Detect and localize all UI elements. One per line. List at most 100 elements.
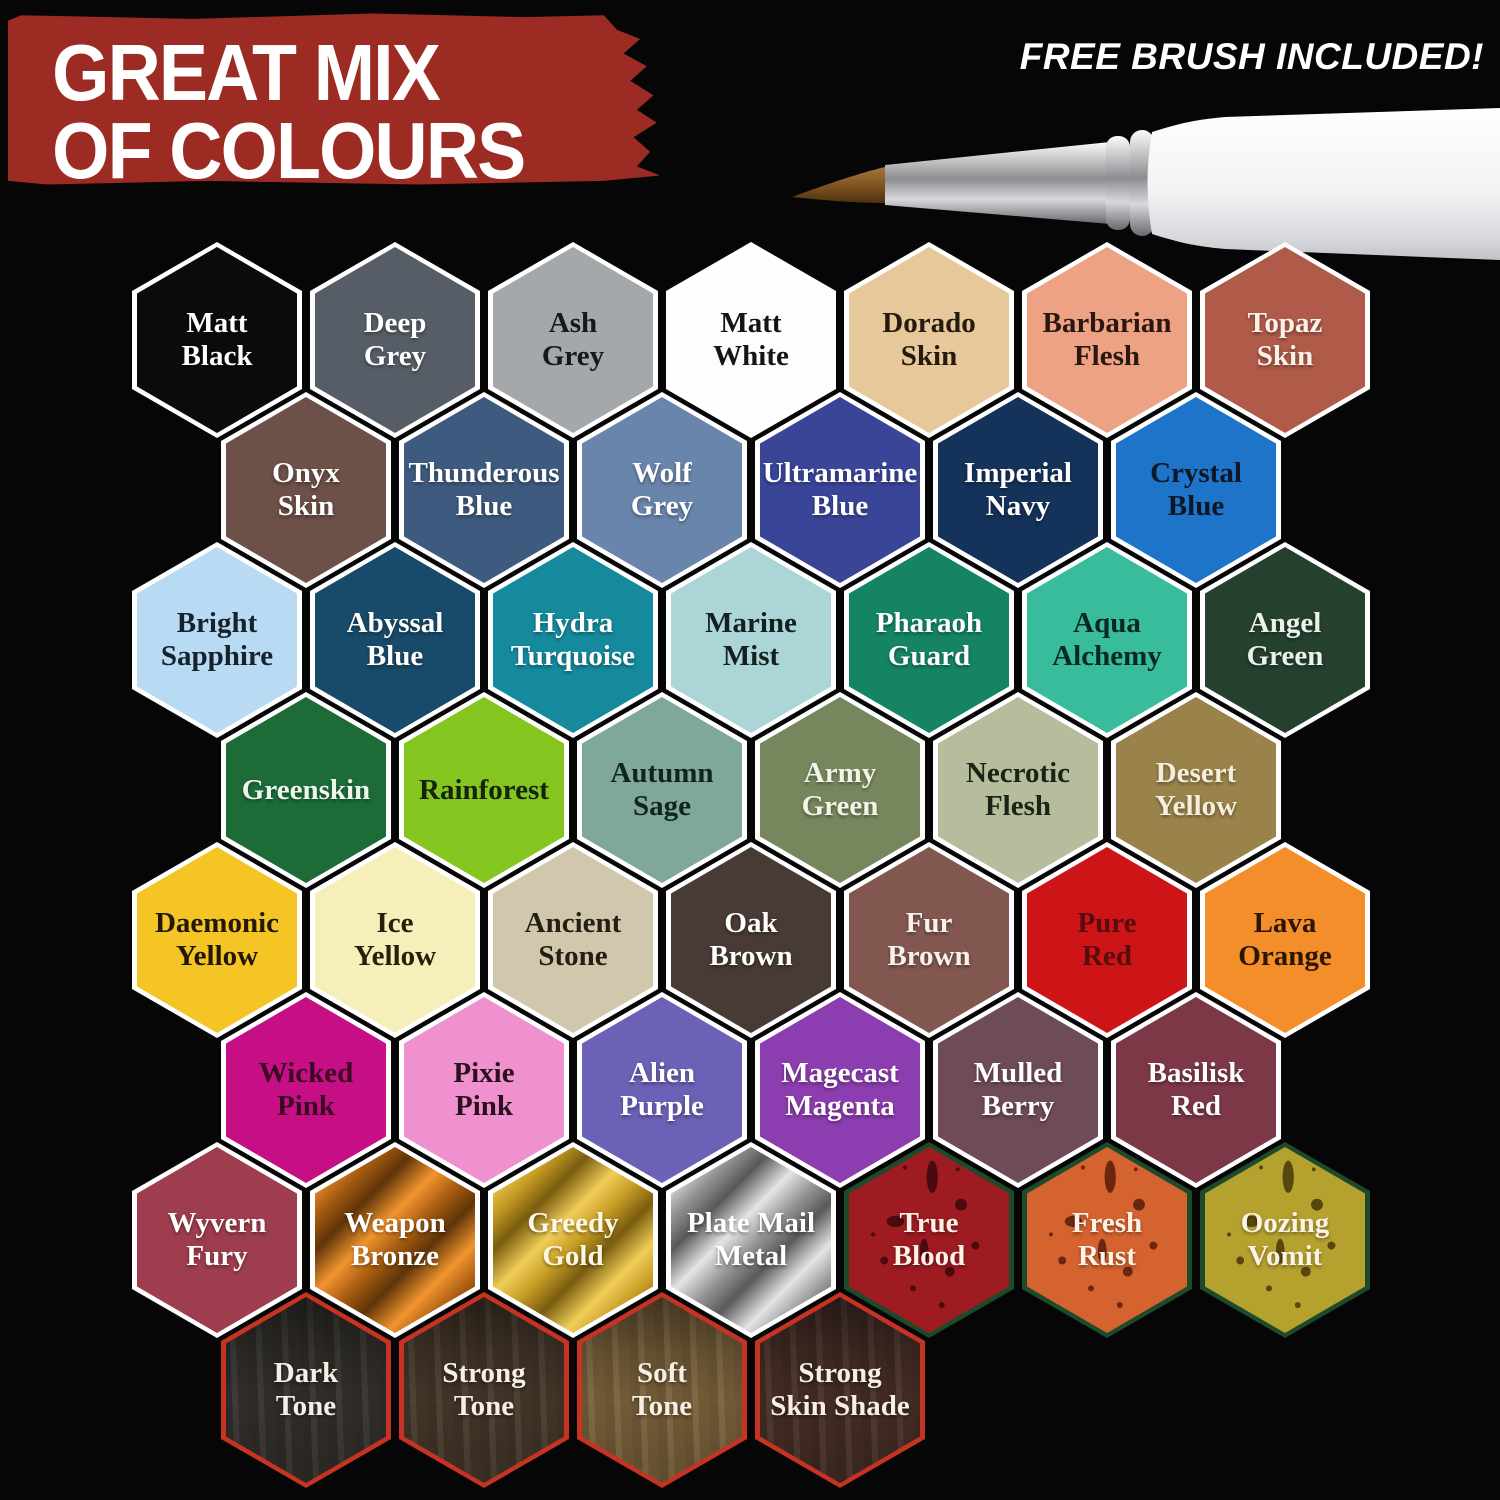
- swatch-deep-grey: Deep Grey: [310, 242, 480, 438]
- brush-ferrule: [885, 142, 1110, 224]
- swatch-ancient-stone: Ancient Stone: [488, 842, 658, 1038]
- page-title: GREAT MIX OF COLOURS: [8, 13, 617, 196]
- swatch-wolf-grey: Wolf Grey: [577, 392, 747, 588]
- swatch-greenskin: Greenskin: [221, 692, 391, 888]
- swatch-label: Basilisk Red: [1147, 1057, 1245, 1122]
- swatch-pure-red: Pure Red: [1022, 842, 1192, 1038]
- swatch-true-blood: True Blood: [844, 1142, 1014, 1338]
- swatch-label: Wolf Grey: [630, 457, 694, 522]
- brush-handle: [1147, 108, 1500, 260]
- swatch-daemonic-yellow: Daemonic Yellow: [132, 842, 302, 1038]
- swatch-matt-white: Matt White: [666, 242, 836, 438]
- swatch-label: Weapon Bronze: [344, 1207, 446, 1272]
- swatch-wicked-pink: Wicked Pink: [221, 992, 391, 1188]
- swatch-autumn-sage: Autumn Sage: [577, 692, 747, 888]
- page-title-line2: OF COLOURS: [52, 106, 526, 196]
- swatch-label: Abyssal Blue: [346, 607, 444, 672]
- swatch-label: Oozing Vomit: [1240, 1207, 1330, 1272]
- swatch-weapon-bronze: Weapon Bronze: [310, 1142, 480, 1338]
- swatch-label: Ice Yellow: [353, 907, 437, 972]
- swatch-label: Onyx Skin: [272, 457, 340, 522]
- swatch-marine-mist: Marine Mist: [666, 542, 836, 738]
- swatch-label: Fresh Rust: [1071, 1207, 1143, 1272]
- swatch-rainforest: Rainforest: [399, 692, 569, 888]
- swatch-plate-mail-metal: Plate Mail Metal: [666, 1142, 836, 1338]
- swatch-basilisk-red: Basilisk Red: [1111, 992, 1281, 1188]
- swatch-label: Wicked Pink: [258, 1057, 354, 1122]
- swatch-bright-sapphire: Bright Sapphire: [132, 542, 302, 738]
- brush-bristles: [792, 167, 885, 203]
- swatch-label: Oak Brown: [709, 907, 793, 972]
- swatch-strong-tone: Strong Tone: [399, 1292, 569, 1488]
- swatch-mulled-berry: Mulled Berry: [933, 992, 1103, 1188]
- swatch-label: Rainforest: [419, 773, 549, 806]
- page-title-line1: GREAT MIX: [52, 28, 441, 117]
- brush-ferrule-ring: [1106, 136, 1130, 230]
- swatch-crystal-blue: Crystal Blue: [1111, 392, 1281, 588]
- swatch-barbarian-flesh: Barbarian Flesh: [1022, 242, 1192, 438]
- swatch-label: Aqua Alchemy: [1052, 607, 1162, 672]
- swatch-soft-tone: Soft Tone: [577, 1292, 747, 1488]
- swatch-label: Necrotic Flesh: [965, 757, 1071, 822]
- swatch-lava-orange: Lava Orange: [1200, 842, 1370, 1038]
- swatch-label: True Blood: [892, 1207, 966, 1272]
- swatch-fur-brown: Fur Brown: [844, 842, 1014, 1038]
- free-brush-label: FREE BRUSH INCLUDED!: [1019, 36, 1484, 77]
- swatch-matt-black: Matt Black: [132, 242, 302, 438]
- swatch-label: Ash Grey: [541, 307, 605, 372]
- swatch-ultramarine-blue: Ultramarine Blue: [755, 392, 925, 588]
- swatch-label: Greedy Gold: [527, 1207, 619, 1272]
- swatch-angel-green: Angel Green: [1200, 542, 1370, 738]
- swatch-label: Thunderous Blue: [408, 457, 560, 522]
- swatch-pixie-pink: Pixie Pink: [399, 992, 569, 1188]
- swatch-dark-tone: Dark Tone: [221, 1292, 391, 1488]
- swatch-label: Deep Grey: [363, 307, 427, 372]
- swatch-thunderous-blue: Thunderous Blue: [399, 392, 569, 588]
- swatch-abyssal-blue: Abyssal Blue: [310, 542, 480, 738]
- swatch-label: Plate Mail Metal: [686, 1207, 816, 1272]
- swatch-greedy-gold: Greedy Gold: [488, 1142, 658, 1338]
- swatch-label: Pharaoh Guard: [875, 607, 983, 672]
- swatch-label: Pure Red: [1077, 907, 1137, 972]
- swatch-label: Soft Tone: [631, 1357, 693, 1422]
- swatch-label: Marine Mist: [705, 607, 797, 672]
- swatch-army-green: Army Green: [755, 692, 925, 888]
- swatch-strong-skin-shade: Strong Skin Shade: [755, 1292, 925, 1488]
- swatch-label: Bright Sapphire: [160, 607, 274, 672]
- swatch-necrotic-flesh: Necrotic Flesh: [933, 692, 1103, 888]
- swatch-label: Hydra Turquoise: [510, 607, 636, 672]
- swatch-label: Greenskin: [241, 773, 371, 806]
- swatch-oak-brown: Oak Brown: [666, 842, 836, 1038]
- swatch-label: Army Green: [801, 757, 879, 822]
- swatch-label: Topaz Skin: [1247, 307, 1323, 372]
- swatch-label: Wyvern Fury: [167, 1207, 267, 1272]
- swatch-label: Crystal Blue: [1150, 457, 1242, 522]
- swatch-onyx-skin: Onyx Skin: [221, 392, 391, 588]
- swatch-label: Mulled Berry: [973, 1057, 1063, 1122]
- swatch-hydra-turquoise: Hydra Turquoise: [488, 542, 658, 738]
- swatch-alien-purple: Alien Purple: [577, 992, 747, 1188]
- swatch-aqua-alchemy: Aqua Alchemy: [1022, 542, 1192, 738]
- swatch-label: Pixie Pink: [453, 1057, 515, 1122]
- swatch-oozing-vomit: Oozing Vomit: [1200, 1142, 1370, 1338]
- swatch-label: Ancient Stone: [524, 907, 622, 972]
- swatch-label: Angel Green: [1246, 607, 1324, 672]
- swatch-label: Dorado Skin: [882, 307, 976, 372]
- swatch-label: Fur Brown: [887, 907, 971, 972]
- swatch-pharaoh-guard: Pharaoh Guard: [844, 542, 1014, 738]
- swatch-dorado-skin: Dorado Skin: [844, 242, 1014, 438]
- swatch-label: Autumn Sage: [610, 757, 714, 822]
- swatch-label: Ultramarine Blue: [762, 457, 918, 522]
- swatch-fresh-rust: Fresh Rust: [1022, 1142, 1192, 1338]
- swatch-label: Magecast Magenta: [781, 1057, 899, 1122]
- swatch-label: Matt White: [713, 307, 789, 372]
- swatch-wyvern-fury: Wyvern Fury: [132, 1142, 302, 1338]
- swatch-label: Alien Purple: [620, 1057, 704, 1122]
- swatch-label: Lava Orange: [1238, 907, 1332, 972]
- paintbrush-image: [792, 108, 1500, 260]
- swatch-ash-grey: Ash Grey: [488, 242, 658, 438]
- swatch-label: Barbarian Flesh: [1042, 307, 1172, 372]
- swatch-label: Dark Tone: [273, 1357, 339, 1422]
